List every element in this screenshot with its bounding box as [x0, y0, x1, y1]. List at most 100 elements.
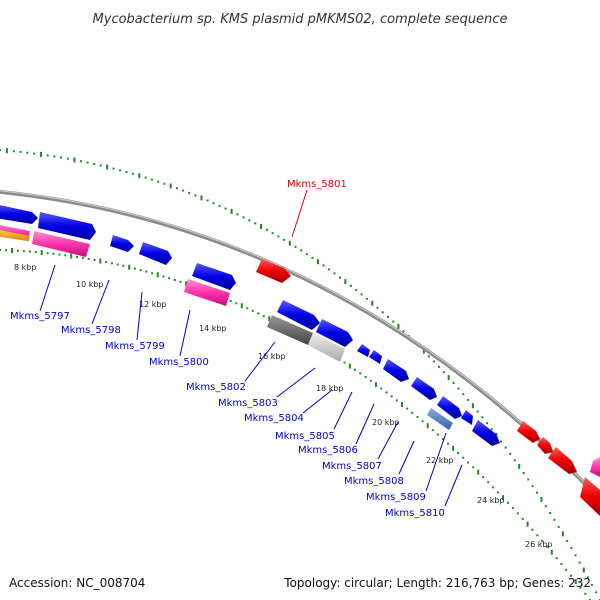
- gc-tick: [5, 148, 8, 154]
- gene-arrow: [517, 421, 540, 443]
- gc-tick: [395, 399, 398, 402]
- gene-arrow: [110, 235, 134, 252]
- gene-label-mkms-5808[interactable]: Mkms_5808: [344, 476, 404, 487]
- gc-tick: [511, 507, 514, 510]
- gc-tick: [380, 387, 383, 390]
- gc-tick: [348, 363, 351, 369]
- gc-tick: [236, 213, 239, 216]
- gc-tick: [116, 263, 119, 266]
- kbp-label: 12 kbp: [139, 300, 167, 309]
- orange-feature: [0, 230, 30, 241]
- gc-tick: [162, 275, 165, 278]
- gc-tick: [411, 411, 414, 414]
- gene-arrow-mkms-5801: [256, 259, 291, 283]
- gene-label-mkms-5806[interactable]: Mkms_5806: [298, 445, 358, 456]
- leader-line: [179, 309, 191, 357]
- gc-tick: [513, 459, 516, 462]
- gc-tick: [467, 398, 470, 401]
- gc-tick: [586, 576, 589, 579]
- gc-tick: [271, 232, 274, 235]
- gc-tick: [0, 149, 1, 151]
- gene-label-mkms-5810[interactable]: Mkms_5810: [385, 508, 445, 519]
- gc-tick: [0, 249, 1, 251]
- gc-tick: [339, 276, 341, 279]
- gc-tick: [344, 279, 347, 285]
- gc-tick: [52, 252, 55, 255]
- gc-tick: [442, 371, 445, 374]
- gene-label-mkms-5801[interactable]: Mkms_5801: [287, 179, 347, 190]
- gc-tick: [442, 438, 444, 441]
- gene-arrow: [472, 420, 500, 446]
- gc-tick: [169, 183, 172, 189]
- gene-label-mkms-5803[interactable]: Mkms_5803: [218, 398, 278, 409]
- gene-label-mkms-5805[interactable]: Mkms_5805: [275, 431, 335, 442]
- gene-arrow: [139, 242, 172, 265]
- gc-tick: [33, 152, 36, 155]
- gc-tick: [452, 445, 455, 451]
- gc-tick: [462, 456, 465, 459]
- gc-tick: [110, 262, 113, 265]
- gc-tick: [86, 161, 89, 164]
- gc-tick: [99, 164, 102, 167]
- gc-tick: [522, 472, 525, 474]
- gc-skew-outer-ring: [0, 148, 600, 600]
- gene-label-mkms-5804[interactable]: Mkms_5804: [244, 413, 304, 424]
- gc-tick: [251, 309, 254, 312]
- gc-tick: [156, 272, 159, 278]
- gene-label-mkms-5807[interactable]: Mkms_5807: [322, 461, 382, 472]
- gene-label-mkms-5797[interactable]: Mkms_5797: [10, 311, 70, 322]
- gc-tick: [311, 256, 314, 259]
- gc-tick: [365, 297, 368, 300]
- gc-tick: [28, 250, 31, 253]
- gc-tick: [305, 253, 308, 256]
- gc-tick: [364, 376, 367, 378]
- leader-line: [444, 464, 463, 507]
- gene-label-mkms-5799[interactable]: Mkms_5799: [105, 341, 165, 352]
- leader-line: [302, 389, 333, 414]
- gene-label-mkms-5802[interactable]: Mkms_5802: [186, 382, 246, 393]
- gc-tick: [550, 549, 553, 555]
- gc-tick: [288, 240, 291, 246]
- gene-label-mkms-5809[interactable]: Mkms_5809: [366, 492, 426, 503]
- gc-tick: [422, 348, 425, 354]
- gc-tick: [561, 531, 564, 537]
- gc-tick: [46, 154, 49, 157]
- gc-tick: [131, 172, 134, 175]
- kbp-label: 16 kbp: [258, 352, 286, 361]
- gene-arrow: [0, 205, 38, 224]
- gc-tick: [431, 429, 434, 432]
- gc-tick: [582, 567, 585, 573]
- gc-tick: [139, 269, 142, 272]
- gc-tick: [476, 410, 479, 413]
- gc-tick: [540, 496, 543, 502]
- gc-tick: [544, 505, 547, 508]
- gc-tick: [584, 592, 587, 595]
- gc-tick: [224, 207, 227, 210]
- gene-leader-lines: [39, 189, 463, 507]
- leader-line: [355, 403, 375, 445]
- gc-tick: [527, 478, 530, 481]
- gc-tick: [381, 311, 384, 314]
- map-title: Mycobacterium sp. KMS plasmid pMKMS02, c…: [93, 12, 508, 27]
- gc-tick: [497, 491, 500, 494]
- gc-tick: [125, 171, 128, 173]
- steel-feature: [427, 408, 453, 430]
- leader-line: [291, 189, 308, 238]
- gene-label-mkms-5798[interactable]: Mkms_5798: [61, 325, 121, 336]
- gc-tick: [76, 256, 78, 258]
- gc-tick: [119, 169, 122, 172]
- kbp-label: 26 kbp: [525, 540, 553, 549]
- kbp-label: 14 kbp: [199, 324, 227, 333]
- gene-label-mkms-5800[interactable]: Mkms_5800: [149, 357, 209, 368]
- gc-tick: [87, 257, 90, 260]
- gc-tick: [555, 557, 558, 560]
- gc-tick: [355, 289, 358, 292]
- gc-tick: [397, 323, 400, 329]
- gc-tick: [375, 382, 377, 388]
- gc-tick: [66, 157, 69, 160]
- gc-tick: [492, 486, 495, 489]
- gray-feature: [267, 315, 313, 345]
- gc-tick: [163, 182, 166, 185]
- gc-tick: [595, 591, 597, 594]
- gc-tick: [80, 160, 82, 163]
